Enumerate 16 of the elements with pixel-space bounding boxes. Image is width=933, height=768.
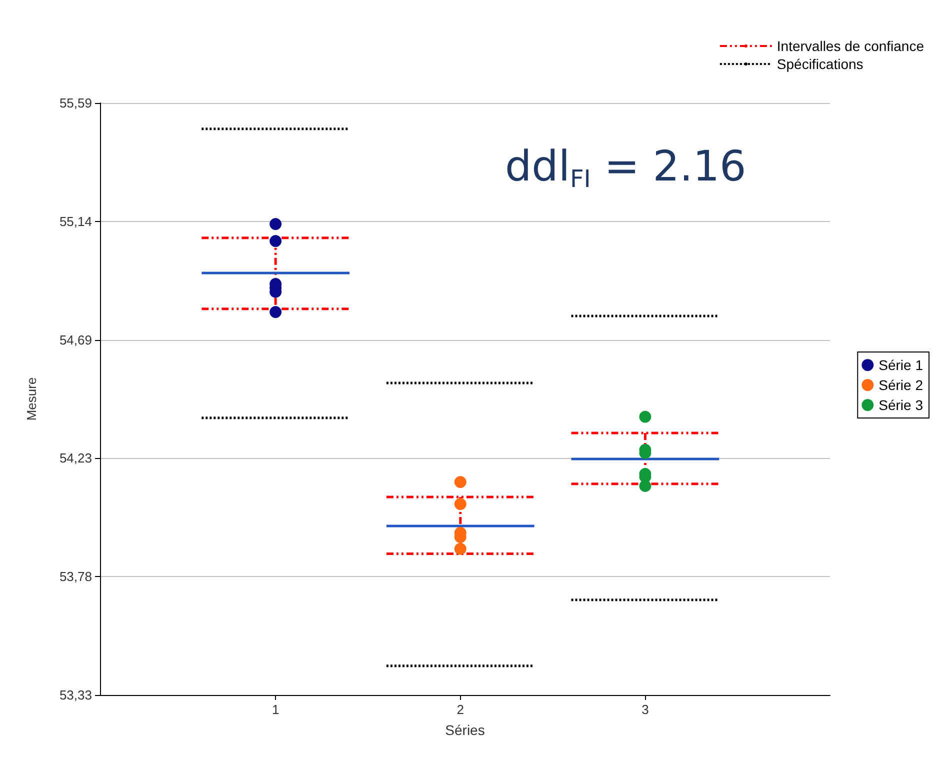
x-tick-label: 1	[272, 702, 280, 717]
y-tick-label: 54,23	[59, 450, 92, 466]
y-tick-label: 53,33	[59, 688, 92, 702]
x-tick-label: 2	[456, 702, 464, 717]
y-axis-title: Mesure	[24, 377, 39, 421]
legend-label: Série 3	[878, 397, 924, 413]
legend-label: Série 2	[878, 377, 924, 393]
legend-label: Intervalles de confiance	[776, 38, 924, 54]
legend-label: Série 1	[878, 357, 924, 373]
y-tick-label: 53,78	[59, 569, 92, 584]
x-axis-title: Séries	[445, 722, 485, 738]
y-tick-label: 55,14	[59, 214, 92, 229]
legend-label: Spécifications	[776, 56, 864, 72]
x-tick-label: 3	[642, 702, 649, 717]
y-tick-label: 54,69	[59, 332, 92, 348]
y-tick-label: 55,59	[59, 96, 92, 110]
